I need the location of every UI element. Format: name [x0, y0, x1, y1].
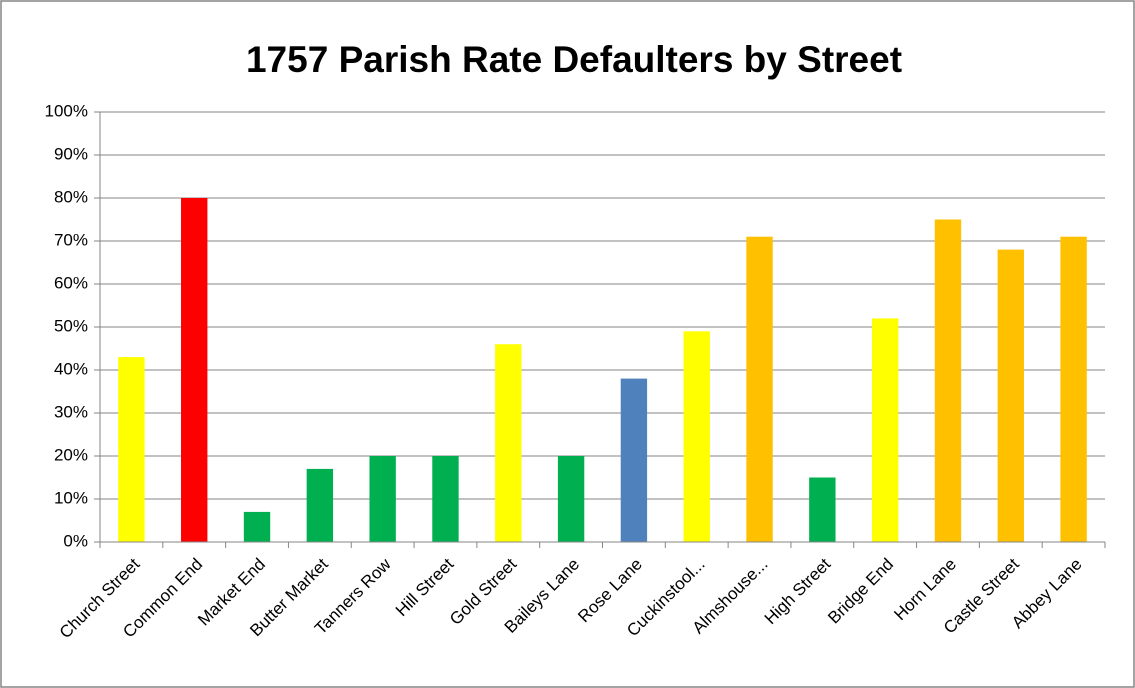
bar: [871, 318, 899, 542]
bar: [620, 378, 648, 542]
y-tick-label: 70%: [54, 230, 88, 249]
y-tick-label: 50%: [54, 316, 88, 335]
bar: [495, 344, 522, 542]
chart-title: 1757 Parish Rate Defaulters by Street: [246, 39, 902, 80]
bar: [432, 456, 459, 542]
bar: [934, 219, 962, 542]
y-tick-label: 0%: [63, 531, 88, 550]
y-tick-label: 40%: [54, 359, 88, 378]
bar: [181, 198, 208, 542]
y-tick-label: 10%: [54, 488, 88, 507]
bar: [243, 511, 271, 542]
bar: [809, 477, 836, 542]
bar: [306, 468, 334, 542]
bar: [557, 456, 585, 542]
bar: [746, 236, 773, 542]
bar: [369, 456, 396, 542]
y-tick-label: 90%: [54, 144, 88, 163]
y-tick-label: 100%: [45, 101, 88, 120]
y-tick-label: 30%: [54, 402, 88, 421]
y-tick-label: 60%: [54, 273, 88, 292]
y-tick-label: 80%: [54, 187, 88, 206]
bar: [1060, 236, 1087, 542]
bar: [683, 331, 710, 542]
y-tick-label: 20%: [54, 445, 88, 464]
bar: [118, 357, 145, 542]
bar: [997, 249, 1024, 542]
